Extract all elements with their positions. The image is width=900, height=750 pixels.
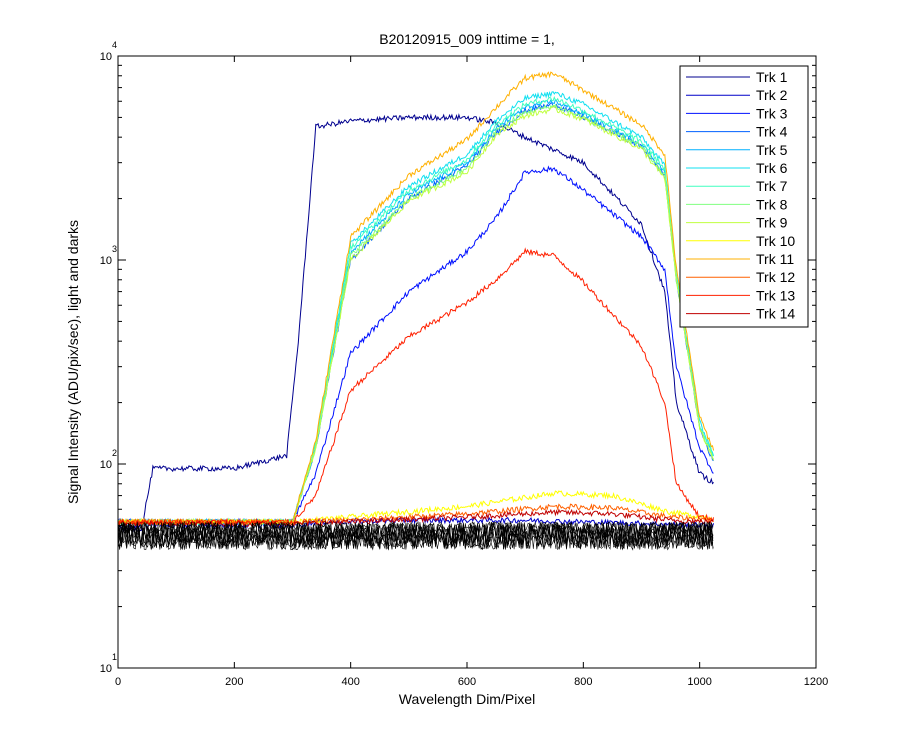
x-tick-label: 0 bbox=[115, 676, 121, 688]
dark-noise-line bbox=[117, 521, 714, 551]
legend-entry: Trk 8 bbox=[756, 196, 788, 212]
legend-entry: Trk 9 bbox=[756, 215, 788, 231]
y-tick-label: 10 bbox=[100, 663, 112, 675]
legend-box bbox=[679, 65, 809, 328]
y-tick-label: 10 bbox=[100, 255, 112, 267]
y-tick-exponent: 1 bbox=[112, 652, 117, 662]
x-tick-label: 1200 bbox=[804, 676, 828, 688]
legend-entry: Trk 13 bbox=[756, 287, 795, 303]
x-tick-label: 400 bbox=[341, 676, 359, 688]
y-axis-label: Signal Intensity (ADU/pix/sec), light an… bbox=[65, 220, 81, 504]
y-tick-label: 10 bbox=[100, 51, 112, 63]
legend-entry: Trk 12 bbox=[756, 269, 795, 285]
x-axis-label: Wavelength Dim/Pixel bbox=[399, 691, 535, 707]
y-tick-exponent: 2 bbox=[112, 448, 117, 458]
x-tick-label: 800 bbox=[574, 676, 592, 688]
dark-noise-group bbox=[117, 520, 714, 551]
y-tick-exponent: 4 bbox=[112, 40, 117, 50]
legend-entry: Trk 3 bbox=[756, 105, 788, 121]
legend-entry: Trk 2 bbox=[756, 87, 788, 103]
legend-entry: Trk 4 bbox=[756, 124, 788, 140]
x-tick-label: 1000 bbox=[687, 676, 711, 688]
y-tick-label: 10 bbox=[100, 459, 112, 471]
x-tick-label: 600 bbox=[458, 676, 476, 688]
chart-title: B20120915_009 inttime = 1, bbox=[379, 31, 555, 47]
legend-entry: Trk 7 bbox=[756, 178, 788, 194]
x-axis-ticks: 0 200 400 600 800 1000 1200 bbox=[115, 56, 828, 688]
series-line bbox=[117, 247, 715, 527]
dark-noise-line bbox=[117, 521, 714, 550]
legend-entry: Trk 14 bbox=[756, 306, 795, 322]
legend-entry: Trk 10 bbox=[756, 233, 795, 249]
x-tick-label: 200 bbox=[225, 676, 243, 688]
legend-entry: Trk 11 bbox=[756, 251, 794, 267]
legend: Trk 1 Trk 2 Trk 3 Trk 4 Trk 5 Trk 6 Trk 7 Trk 8… bbox=[679, 65, 809, 328]
legend-entry: Trk 1 bbox=[756, 69, 788, 85]
y-tick-exponent: 3 bbox=[112, 244, 117, 254]
legend-entry: Trk 6 bbox=[756, 160, 788, 176]
legend-entry: Trk 5 bbox=[756, 142, 788, 158]
series-line bbox=[117, 113, 714, 533]
